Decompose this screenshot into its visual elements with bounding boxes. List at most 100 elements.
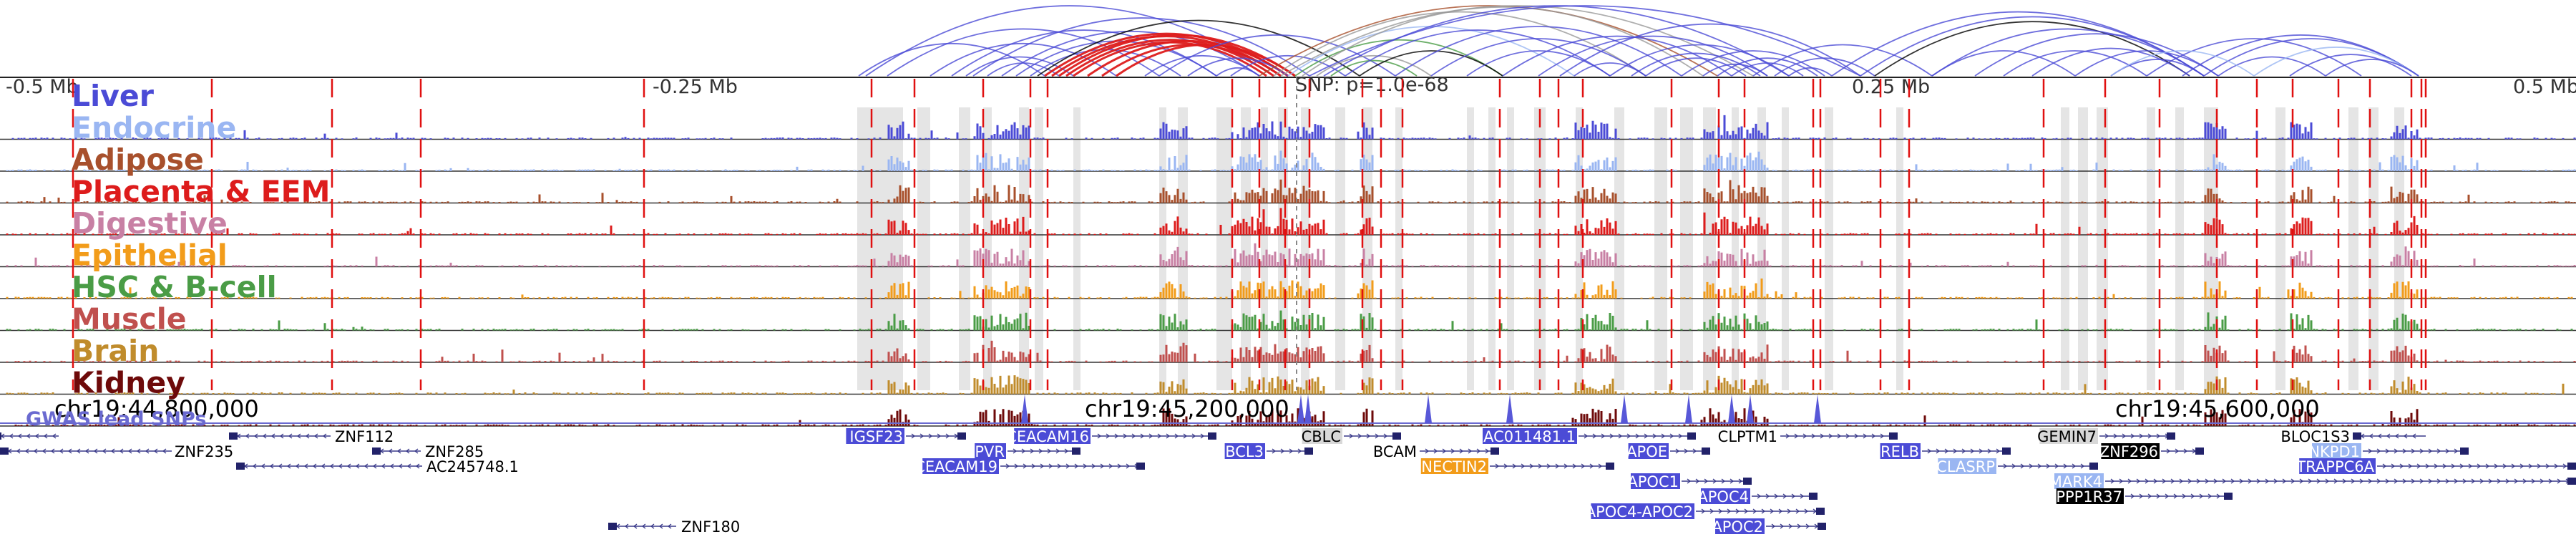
gwas-lead-snps-track: GWAS lead SNPs [0, 395, 2576, 430]
gene-znf296[interactable]: ZNF296 [2099, 443, 2204, 460]
strand-arrow [34, 433, 39, 439]
strand-arrow [2196, 478, 2201, 484]
strand-arrow [1100, 463, 1105, 469]
gene-gemin7[interactable]: GEMIN7 [2037, 428, 2175, 445]
strand-arrow [1459, 448, 1464, 454]
strand-arrow [1572, 463, 1577, 469]
gene-relb[interactable]: RELB [1880, 443, 2011, 460]
strand-arrow [2182, 493, 2187, 499]
strand-arrow [2479, 478, 2484, 484]
highlight-band [1073, 107, 1080, 390]
gene-trappc6a[interactable]: TRAPPC6A [2296, 458, 2576, 475]
gene-apoc4-apoc2[interactable]: APOC4-APOC2 [1586, 503, 1825, 521]
strand-arrow [1961, 448, 1966, 454]
strand-arrow [2471, 478, 2476, 484]
highlight-band [2097, 107, 2108, 390]
gene-apoc1[interactable]: APOC1 [1627, 473, 1752, 490]
gene-ac245748.1[interactable]: AC245748.1 [236, 458, 519, 475]
strand-arrow [2522, 478, 2527, 484]
strand-arrow [2434, 463, 2439, 469]
strand-arrow [2497, 478, 2502, 484]
strand-arrow [102, 448, 107, 454]
gene-apoe[interactable]: APOE [1626, 443, 1710, 460]
strand-arrow [1735, 508, 1740, 514]
strand-arrow [1280, 448, 1285, 454]
gene-clasrp[interactable]: CLASRP [1936, 458, 2098, 475]
strand-arrow [1021, 448, 1026, 454]
strand-arrow [1727, 508, 1732, 514]
loop-arc [2218, 56, 2326, 77]
gene-label: RELB [1880, 443, 1919, 460]
gene-exon [2353, 432, 2361, 440]
gene-igsf23[interactable]: IGSF23 [846, 428, 966, 445]
loop-arc [1681, 50, 1825, 77]
gene-pvr[interactable]: PVR [975, 443, 1080, 460]
gene-exon [0, 432, 1, 440]
highlight-band [1825, 107, 1833, 390]
gene-label: CLASRP [1936, 458, 1995, 475]
strand-arrow [253, 433, 258, 439]
strand-arrow [1297, 448, 1302, 454]
gene-exon [2167, 432, 2175, 440]
gene-bcl3[interactable]: BCL3 [1224, 443, 1313, 460]
gene-label-bg [1302, 428, 1342, 444]
gene-bcam[interactable]: BCAM [1373, 443, 1499, 460]
loop-arc [1302, 6, 1704, 77]
strand-arrow [2351, 478, 2356, 484]
gene-nectin2[interactable]: NECTIN2 [1420, 458, 1614, 475]
strand-arrow [269, 463, 274, 469]
highlight-band [2368, 107, 2379, 390]
strand-arrow [1635, 433, 1640, 439]
gene-label: IGSF23 [849, 428, 903, 445]
gene-apoc4[interactable]: APOC4 [1697, 488, 1818, 505]
highlight-band [1467, 107, 1474, 390]
strand-arrow [2442, 463, 2447, 469]
gene-label: ZNF235 [175, 443, 233, 460]
gene-znf235[interactable]: ZNF235 [0, 443, 233, 460]
strand-arrow [1669, 433, 1674, 439]
gene-apoc2[interactable]: APOC2 [1712, 518, 1826, 536]
gene-label: MARK4 [2049, 473, 2102, 490]
gene-znf180[interactable]: ZNF180 [608, 518, 740, 536]
gene-znf233[interactable]: ZNF233 [0, 428, 59, 445]
track-label: HSC & B-cell [72, 270, 277, 304]
gene-exon [236, 463, 245, 470]
gene-ceacam16[interactable]: CEACAM16 [1006, 428, 1216, 445]
gene-nkpd1[interactable]: NKPD1 [2308, 443, 2469, 460]
strand-arrow [296, 433, 301, 439]
strand-arrow [1546, 463, 1551, 469]
loop-arc [1330, 59, 1418, 77]
gene-cblc[interactable]: CBLC [1302, 428, 1401, 445]
strand-arrow [1871, 433, 1876, 439]
highlight-band [1782, 107, 1789, 390]
strand-arrow [928, 433, 933, 439]
loop-arc [1931, 50, 2076, 77]
gene-label: APOC4 [1697, 488, 1749, 505]
strand-arrow [2080, 463, 2085, 469]
gene-clptm1[interactable]: CLPTM1 [1718, 428, 1898, 445]
gene-bloc1s3[interactable]: BLOC1S3 [2280, 428, 2426, 445]
strand-arrow [1652, 433, 1657, 439]
signal-peaks [6, 279, 2573, 299]
gene-znf285[interactable]: ZNF285 [372, 443, 484, 460]
gene-ppp1r37[interactable]: PPP1R37 [2056, 488, 2233, 505]
gene-exon [2567, 463, 2576, 470]
gene-znf112[interactable]: ZNF112 [229, 428, 394, 445]
gene-exon [1687, 432, 1696, 440]
strand-arrow [2175, 448, 2180, 454]
strand-arrow [1761, 508, 1766, 514]
gene-mark4[interactable]: MARK4 [2049, 473, 2576, 490]
highlight-band [1395, 107, 1402, 390]
gene-ac011481.1[interactable]: AC011481.1 [1483, 428, 1696, 445]
gene-ceacam19[interactable]: CEACAM19 [914, 458, 1145, 475]
gene-label-bg [1880, 443, 1921, 459]
strand-arrow [2205, 478, 2210, 484]
loop-arc [2289, 54, 2412, 77]
strand-arrow [2122, 433, 2127, 439]
strand-arrow [1433, 448, 1438, 454]
highlight-band [1732, 107, 1739, 390]
strand-arrow [305, 433, 310, 439]
strand-arrow [2402, 448, 2407, 454]
strand-arrow [1845, 433, 1850, 439]
strand-arrow [2290, 478, 2296, 484]
